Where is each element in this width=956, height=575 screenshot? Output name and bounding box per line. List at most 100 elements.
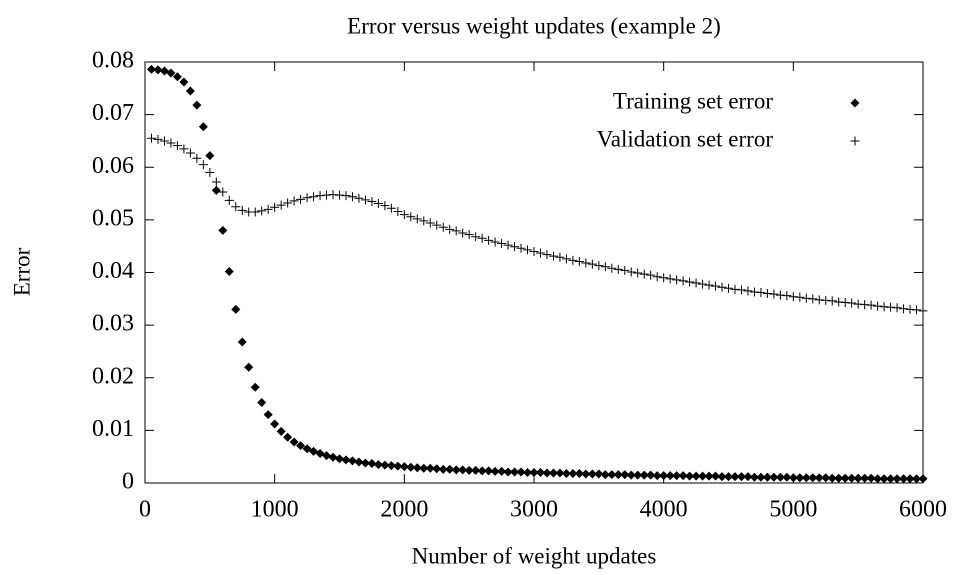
point [146, 64, 156, 74]
point [192, 153, 202, 163]
x-tick-label: 5000 [769, 497, 817, 523]
point [912, 474, 922, 484]
point [808, 473, 818, 483]
point [899, 474, 909, 484]
point [762, 472, 772, 482]
point [296, 441, 306, 451]
point [568, 469, 578, 479]
point [581, 258, 591, 268]
point [503, 467, 513, 477]
y-tick-label: 0.08 [92, 48, 134, 74]
point [438, 222, 448, 232]
point [769, 289, 779, 299]
point [834, 473, 844, 483]
point [399, 210, 409, 220]
point [523, 245, 533, 255]
point [296, 194, 306, 204]
point [510, 467, 520, 477]
point [166, 138, 176, 148]
point [853, 299, 863, 309]
point [879, 474, 889, 484]
y-tick-label: 0.06 [92, 153, 134, 179]
y-tick-label: 0.04 [92, 258, 134, 284]
point [788, 292, 798, 302]
point [250, 207, 260, 217]
point [432, 464, 442, 474]
point [146, 133, 156, 143]
point [380, 460, 390, 470]
point [678, 276, 688, 286]
y-tick-label: 0.01 [92, 416, 134, 442]
point [548, 468, 558, 478]
point [788, 473, 798, 483]
point [231, 304, 241, 314]
point [516, 243, 526, 253]
point [386, 203, 396, 213]
point [594, 261, 604, 271]
point [250, 382, 260, 392]
point [231, 202, 241, 212]
point [672, 471, 682, 481]
x-tick-label: 2000 [380, 497, 428, 523]
point [840, 297, 850, 307]
x-axis-label: Number of weight updates [412, 543, 657, 568]
point [464, 230, 474, 240]
point [276, 426, 286, 436]
point [497, 466, 507, 476]
legend-label: Training set error [613, 88, 773, 113]
point [827, 296, 837, 306]
point [516, 467, 526, 477]
point [821, 473, 831, 483]
point [205, 168, 215, 178]
point [373, 199, 383, 209]
point [607, 470, 617, 480]
point [497, 239, 507, 249]
point [283, 198, 293, 208]
y-tick-label: 0.07 [92, 100, 134, 126]
point [341, 191, 351, 201]
point [224, 266, 234, 276]
point [328, 452, 338, 462]
point [347, 192, 357, 202]
point [918, 306, 928, 316]
point [652, 471, 662, 481]
point [425, 218, 435, 228]
point [866, 300, 876, 310]
point [179, 77, 189, 87]
point [555, 252, 565, 262]
point [270, 419, 280, 429]
point [711, 471, 721, 481]
point [749, 287, 759, 297]
point [633, 470, 643, 480]
point [451, 465, 461, 475]
point [322, 190, 332, 200]
point [775, 290, 785, 300]
point [289, 437, 299, 447]
point [360, 458, 370, 468]
point [659, 273, 669, 283]
point [535, 467, 545, 477]
point [335, 190, 344, 200]
point [322, 451, 332, 461]
point [860, 473, 870, 483]
point [587, 259, 597, 269]
point [477, 233, 487, 243]
point [561, 254, 571, 264]
point [185, 148, 195, 158]
point [257, 397, 267, 407]
point [665, 274, 675, 284]
point [542, 250, 552, 260]
point [172, 72, 182, 82]
legend-label: Validation set error [597, 126, 774, 151]
point [607, 263, 617, 273]
point [263, 204, 273, 214]
point [685, 471, 695, 481]
point [490, 466, 500, 476]
point [244, 362, 254, 372]
point [652, 272, 662, 282]
point [795, 473, 805, 483]
point [756, 472, 766, 482]
point [529, 246, 539, 256]
point [905, 304, 915, 314]
